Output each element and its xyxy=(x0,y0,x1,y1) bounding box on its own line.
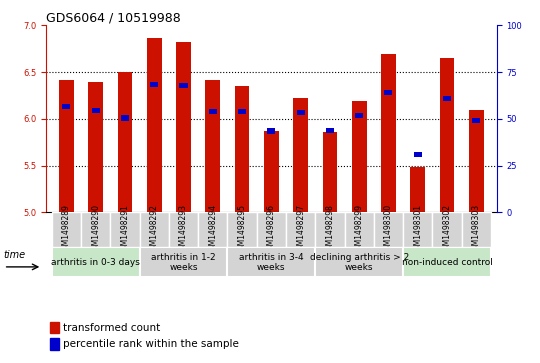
Bar xyxy=(92,108,100,113)
Bar xyxy=(326,127,334,132)
FancyBboxPatch shape xyxy=(374,212,403,247)
FancyBboxPatch shape xyxy=(256,212,286,247)
Text: GSM1498299: GSM1498299 xyxy=(355,204,363,255)
FancyBboxPatch shape xyxy=(433,212,462,247)
Bar xyxy=(147,37,161,212)
Text: GSM1498289: GSM1498289 xyxy=(62,204,71,255)
Text: GDS6064 / 10519988: GDS6064 / 10519988 xyxy=(46,11,181,24)
Bar xyxy=(89,82,103,212)
FancyBboxPatch shape xyxy=(315,248,403,277)
FancyBboxPatch shape xyxy=(403,212,433,247)
FancyBboxPatch shape xyxy=(140,212,169,247)
Bar xyxy=(176,42,191,212)
Bar xyxy=(355,113,363,118)
Bar xyxy=(443,96,451,101)
FancyBboxPatch shape xyxy=(81,212,110,247)
FancyBboxPatch shape xyxy=(52,248,140,277)
Bar xyxy=(352,101,367,212)
Text: GSM1498294: GSM1498294 xyxy=(208,204,217,255)
Text: arthritis in 1-2
weeks: arthritis in 1-2 weeks xyxy=(151,253,216,272)
Bar xyxy=(238,109,246,114)
Bar xyxy=(472,118,481,123)
Text: arthritis in 3-4
weeks: arthritis in 3-4 weeks xyxy=(239,253,303,272)
Bar xyxy=(179,83,187,88)
Bar xyxy=(410,167,425,212)
FancyBboxPatch shape xyxy=(227,212,256,247)
FancyBboxPatch shape xyxy=(198,212,227,247)
Text: GSM1498291: GSM1498291 xyxy=(120,204,130,255)
Bar xyxy=(267,129,275,134)
FancyBboxPatch shape xyxy=(345,212,374,247)
FancyBboxPatch shape xyxy=(227,248,315,277)
Bar xyxy=(293,98,308,212)
Bar xyxy=(59,79,74,212)
Text: GSM1498297: GSM1498297 xyxy=(296,204,305,255)
Text: GSM1498295: GSM1498295 xyxy=(238,204,247,255)
Text: GSM1498303: GSM1498303 xyxy=(472,204,481,255)
Text: GSM1498292: GSM1498292 xyxy=(150,204,159,255)
FancyBboxPatch shape xyxy=(169,212,198,247)
Bar xyxy=(469,110,484,212)
Bar xyxy=(118,72,132,212)
Bar xyxy=(121,115,129,121)
Text: GSM1498302: GSM1498302 xyxy=(442,204,451,255)
Bar xyxy=(50,338,58,350)
Bar xyxy=(235,86,249,212)
Text: GSM1498290: GSM1498290 xyxy=(91,204,100,255)
FancyBboxPatch shape xyxy=(286,212,315,247)
Text: GSM1498293: GSM1498293 xyxy=(179,204,188,255)
Bar xyxy=(296,110,305,115)
Text: GSM1498300: GSM1498300 xyxy=(384,204,393,255)
Bar xyxy=(150,82,158,87)
FancyBboxPatch shape xyxy=(140,248,227,277)
Bar xyxy=(206,79,220,212)
Bar xyxy=(381,54,396,212)
Text: GSM1498296: GSM1498296 xyxy=(267,204,276,255)
FancyBboxPatch shape xyxy=(403,248,491,277)
FancyBboxPatch shape xyxy=(110,212,140,247)
Text: non-induced control: non-induced control xyxy=(402,258,492,267)
Bar xyxy=(209,109,217,114)
Bar xyxy=(414,152,422,157)
Text: transformed count: transformed count xyxy=(63,323,160,333)
Text: arthritis in 0-3 days: arthritis in 0-3 days xyxy=(51,258,140,267)
FancyBboxPatch shape xyxy=(52,212,81,247)
FancyBboxPatch shape xyxy=(315,212,345,247)
Text: GSM1498301: GSM1498301 xyxy=(413,204,422,255)
Bar xyxy=(62,104,70,109)
Text: declining arthritis > 2
weeks: declining arthritis > 2 weeks xyxy=(309,253,409,272)
Text: time: time xyxy=(4,250,26,261)
Bar xyxy=(384,90,393,95)
Text: percentile rank within the sample: percentile rank within the sample xyxy=(63,339,239,349)
Bar xyxy=(440,58,454,212)
FancyBboxPatch shape xyxy=(462,212,491,247)
Text: GSM1498298: GSM1498298 xyxy=(326,204,334,255)
Bar xyxy=(264,131,279,212)
Bar xyxy=(50,322,58,334)
Bar xyxy=(322,132,337,212)
